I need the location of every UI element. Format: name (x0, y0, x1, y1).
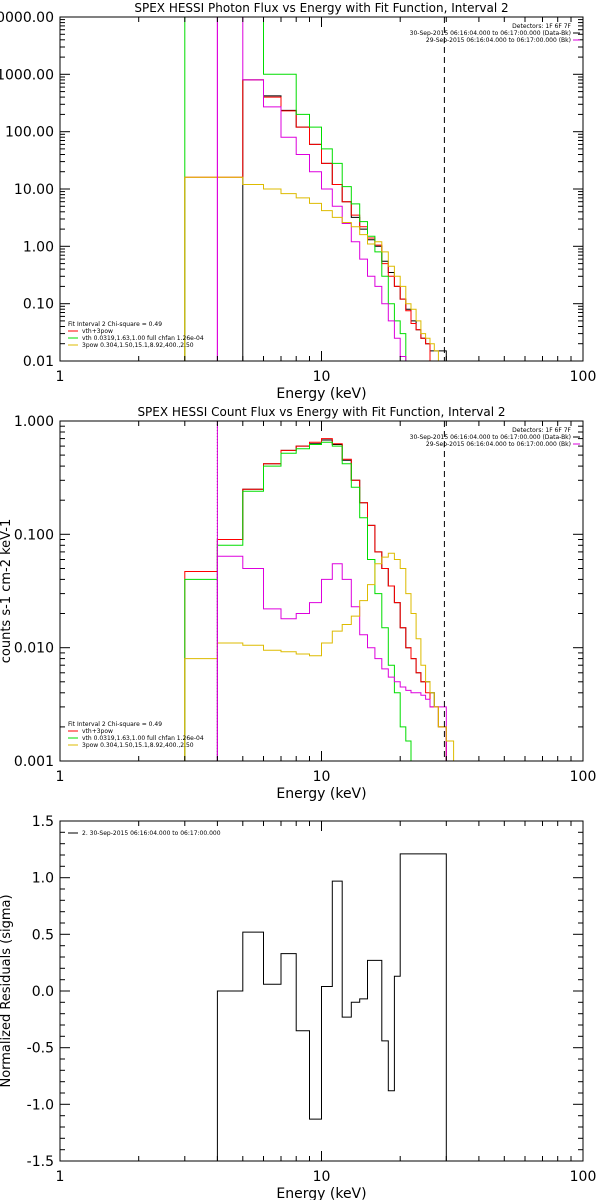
panel2-xlabel: Energy (keV) (276, 786, 366, 802)
panel3-ytick-label: 0.0 (32, 984, 54, 1000)
panel2-legend-entry-1: vth+3pow (82, 728, 113, 735)
panel2-annotation-3: 29-Sep-2015 06:16:04.000 to 06:17:00.000… (426, 441, 571, 448)
panel1-legend-entry-2: vth 0.0319,1.63,1.00 full chfan 1.26e-04 (82, 335, 204, 342)
panel1-ytick-label: 1.00 (23, 239, 54, 255)
panel2-xtick-label: 1 (56, 769, 65, 785)
panel1-ytick-label: 10000.00 (0, 10, 54, 26)
panel1-ytick-label: 100.00 (5, 125, 54, 141)
panel3-ytick-label: -1.0 (27, 1097, 54, 1113)
panel2-ytick-label: 0.001 (14, 754, 54, 770)
panel2-series-1 (216, 439, 447, 761)
panel1-annotation-3: 29-Sep-2015 06:16:04.000 to 06:17:00.000… (426, 37, 571, 44)
panel2-series-2 (184, 438, 447, 761)
panel3-ytick-label: 1.0 (32, 871, 54, 887)
panel1-ytick-label: 0.01 (23, 354, 54, 370)
panel2-title: SPEX HESSI Count Flux vs Energy with Fit… (137, 405, 505, 419)
panel1-series-2 (184, 79, 447, 361)
panel1-xtick-label: 10 (313, 369, 331, 385)
panel1-series-3 (184, 17, 447, 361)
panel2-ytick-label: 1.000 (14, 414, 54, 430)
panel3-ytick-label: -1.5 (27, 1154, 54, 1170)
panel2-legend-header: Fit Interval 2 Chi-square = 0.49 (68, 721, 162, 728)
panel3-xtick-label: 1 (56, 1169, 65, 1185)
panel1-legend-header: Fit Interval 2 Chi-square = 0.49 (68, 321, 162, 328)
panel2-xtick-label: 100 (570, 769, 597, 785)
panel1-legend-entry-1: vth+3pow (82, 328, 113, 335)
panel3-xlabel: Energy (keV) (276, 1186, 366, 1200)
panel3-xtick-label: 10 (313, 1169, 331, 1185)
panel2-ylabel: counts s-1 cm-2 keV-1 (0, 519, 14, 664)
panel1-series-5 (184, 176, 454, 361)
panel1-annotation-1: Detectors: 1F 6F 7F (512, 23, 571, 30)
panel1-title: SPEX HESSI Photon Flux vs Energy with Fi… (134, 1, 508, 15)
panel2-series-4 (216, 555, 447, 761)
panel1-ytick-label: 1000.00 (0, 67, 54, 83)
panel3-ytick-label: 0.5 (32, 927, 54, 943)
panel1-annotation-2: 30-Sep-2015 06:16:04.000 to 06:17:00.000… (410, 30, 571, 37)
panel2-ytick-label: 0.010 (14, 641, 54, 657)
panel1-ytick-label: 0.10 (23, 297, 54, 313)
panel1-xtick-label: 1 (56, 369, 65, 385)
panel1-xtick-label: 100 (570, 369, 597, 385)
panel3-ylabel: Normalized Residuals (sigma) (0, 894, 14, 1087)
panel2-series-5 (184, 552, 455, 761)
panel2-legend-entry-3: 3pow 0.304,1.50,15.1,8.92,400.,2.50 (82, 742, 194, 749)
panel2-legend-entry-2: vth 0.0319,1.63,1.00 full chfan 1.26e-04 (82, 735, 204, 742)
panel1-series-4 (216, 17, 447, 361)
panel2-xtick-label: 10 (313, 769, 331, 785)
panel1-xlabel: Energy (keV) (276, 386, 366, 402)
panel3-series-1 (216, 853, 447, 1161)
panel2-annotation-1: Detectors: 1F 6F 7F (512, 427, 571, 434)
panel3-ytick-label: 1.5 (32, 814, 54, 830)
panel1-ytick-label: 10.00 (14, 182, 54, 198)
panel3-legend-entry-1: 2. 30-Sep-2015 06:16:04.000 to 06:17:00.… (82, 830, 221, 837)
panel2-annotation-2: 30-Sep-2015 06:16:04.000 to 06:17:00.000… (410, 434, 571, 441)
panel2-series-3 (184, 441, 447, 761)
panel3-xtick-label: 100 (570, 1169, 597, 1185)
panel2-ytick-label: 0.100 (14, 527, 54, 543)
panel3-ytick-label: -0.5 (27, 1041, 54, 1057)
panel1-legend-entry-3: 3pow 0.304,1.50,15.1,8.92,400.,2.50 (82, 342, 194, 349)
